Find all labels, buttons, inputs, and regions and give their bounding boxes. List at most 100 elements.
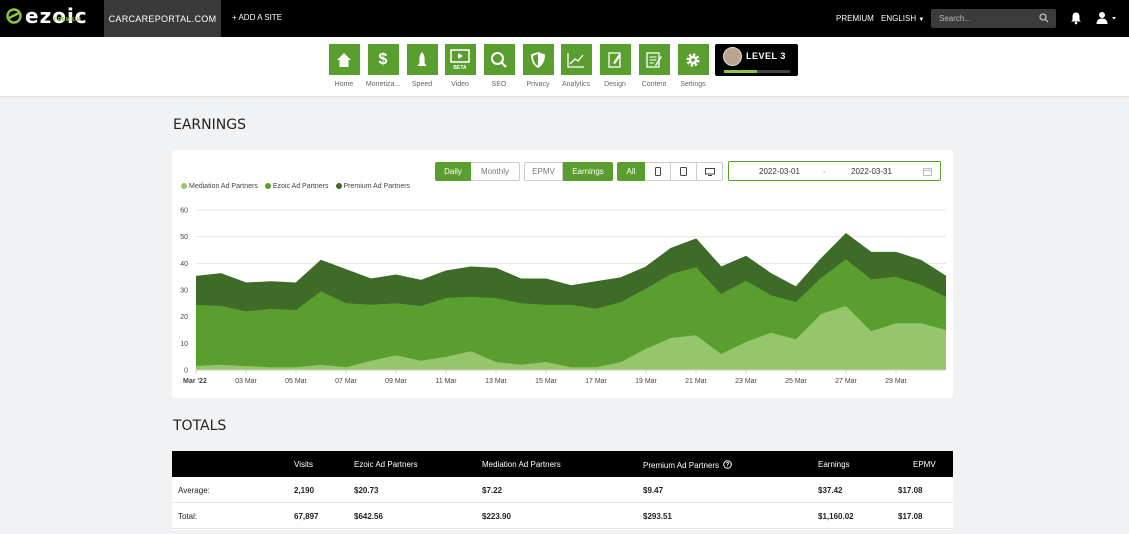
table-cell: $7.22 — [482, 486, 503, 495]
nav-speed[interactable]: Speed — [404, 44, 440, 88]
help-icon[interactable]: ? — [723, 460, 733, 469]
premium-link[interactable]: PREMIUM — [836, 14, 874, 23]
x-tick-label: 11 Mar — [435, 378, 457, 385]
rocket-icon — [406, 44, 438, 75]
device-desktop-toggle[interactable] — [697, 162, 723, 181]
avatar — [723, 47, 742, 66]
level-badge[interactable]: LEVEL 3 — [715, 44, 798, 76]
x-tick-label: 13 Mar — [485, 378, 507, 385]
area-series-mediation-ad-partners — [196, 306, 946, 370]
column-header: Premium Ad Partners ? — [643, 460, 733, 470]
nav-settings[interactable]: Settings — [675, 44, 711, 88]
nav-analytics[interactable]: Analytics — [558, 44, 594, 88]
y-tick-label: 30 — [180, 288, 188, 295]
gear-icon — [677, 44, 709, 75]
column-header-label: Premium Ad Partners — [643, 461, 720, 470]
table-cell: $37.42 — [818, 486, 843, 495]
nav-privacy[interactable]: Privacy — [520, 44, 556, 88]
legend-swatch — [335, 183, 342, 189]
chart-legend: Mediation Ad Partners Ezoic Ad Partners … — [181, 183, 410, 190]
nav-content[interactable]: Content — [636, 44, 672, 88]
table-cell: $642.56 — [354, 512, 383, 521]
table-cell: $17.08 — [898, 486, 923, 495]
nav-label: Settings — [680, 81, 706, 88]
mobile-icon — [654, 167, 661, 176]
site-selector[interactable]: CARCAREPORTAL.COM — [104, 0, 221, 37]
nav-video[interactable]: BETA Video — [442, 44, 478, 88]
device-all-toggle[interactable]: All — [617, 162, 645, 181]
epmv-toggle[interactable]: EPMV — [524, 162, 563, 181]
legend-item[interactable]: Mediation Ad Partners — [181, 183, 258, 190]
nav-label: Monetiza... — [365, 81, 401, 88]
search-input[interactable]: Search... — [939, 14, 972, 23]
monthly-toggle[interactable]: Monthly — [471, 162, 520, 181]
nav-label: Content — [641, 81, 667, 88]
nav-monetization[interactable]: $ Monetiza... — [365, 44, 401, 88]
daily-toggle[interactable]: Daily — [435, 162, 471, 181]
top-navbar: ezoic PREMIUM CARCAREPORTAL.COM + ADD A … — [0, 0, 1129, 37]
table-row: Average: 2,190 $20.73 $7.22 $9.47 $37.42… — [172, 477, 953, 503]
y-tick-label: 60 — [180, 208, 188, 215]
add-site-link[interactable]: + ADD A SITE — [232, 13, 283, 22]
device-tablet-toggle[interactable] — [671, 162, 697, 181]
date-from-input[interactable]: 2022-03-01 — [759, 167, 800, 176]
earnings-toggle[interactable]: Earnings — [563, 162, 613, 181]
nav-seo[interactable]: SEO — [481, 44, 517, 88]
logo-text: ezoic — [25, 4, 88, 28]
ezoic-logo-icon — [6, 8, 22, 24]
language-selector[interactable]: ENGLISH ▼ — [881, 14, 924, 23]
table-cell: 67,897 — [294, 512, 319, 521]
date-to-input[interactable]: 2022-03-31 — [851, 167, 892, 176]
y-tick-label: 0 — [184, 368, 188, 375]
area-series-ezoic-ad-partners — [196, 259, 946, 368]
y-tick-label: 50 — [180, 234, 188, 241]
date-range-picker[interactable]: 2022-03-01 - 2022-03-31 — [728, 161, 941, 181]
nav-label: Video — [451, 81, 469, 88]
x-tick-label: 29 Mar — [885, 378, 907, 385]
column-header: Visits — [294, 460, 313, 469]
legend-swatch — [264, 183, 271, 189]
table-cell: $9.47 — [643, 486, 664, 495]
legend-swatch — [181, 183, 187, 189]
ezoic-logo[interactable]: ezoic — [6, 6, 88, 26]
earnings-chart-card: Daily Monthly EPMV Earnings All 2022-03-… — [172, 150, 953, 398]
nav-design[interactable]: Design — [597, 44, 633, 88]
legend-item[interactable]: Ezoic Ad Partners — [264, 183, 329, 190]
table-cell: $1,160.02 — [818, 512, 854, 521]
row-label: Total: — [178, 512, 198, 521]
legend-label: Premium Ad Partners — [343, 183, 411, 190]
search-box[interactable]: Search... — [931, 9, 1056, 28]
table-cell: $223.90 — [482, 512, 511, 521]
nav-label: Speed — [411, 81, 433, 88]
column-header: Earnings — [818, 460, 850, 469]
device-mobile-toggle[interactable] — [645, 162, 671, 181]
level-label: LEVEL 3 — [746, 51, 786, 61]
nav-label: Design — [604, 81, 626, 88]
x-tick-label: 21 Mar — [685, 378, 707, 385]
legend-label: Ezoic Ad Partners — [272, 183, 329, 190]
x-tick-label: Mar '22 — [183, 378, 207, 385]
table-cell: $293.51 — [643, 512, 672, 521]
nav-home[interactable]: Home — [326, 44, 362, 88]
level-progress-bar — [724, 70, 790, 73]
x-tick-label: 07 Mar — [335, 378, 357, 385]
bell-icon[interactable] — [1069, 11, 1083, 25]
legend-item[interactable]: Premium Ad Partners — [335, 183, 411, 190]
column-header: EPMV — [913, 460, 936, 469]
design-icon — [599, 44, 631, 75]
x-tick-label: 27 Mar — [835, 378, 857, 385]
nav-label: SEO — [491, 81, 507, 88]
table-cell: $20.73 — [354, 486, 379, 495]
search-icon[interactable] — [1039, 13, 1049, 23]
chevron-down-icon: ▼ — [918, 17, 925, 23]
calendar-icon[interactable] — [923, 167, 932, 176]
magnifier-icon — [483, 44, 515, 75]
nav-label: Analytics — [561, 81, 590, 88]
x-tick-label: 19 Mar — [635, 378, 657, 385]
y-tick-label: 20 — [180, 314, 188, 321]
earnings-area-chart: 0 10 20 30 40 50 60 Mar '22 03 Mar 05 Mar 07 Mar 09… — [180, 208, 947, 385]
desktop-icon — [704, 167, 715, 176]
user-menu-icon[interactable] — [1096, 11, 1118, 25]
dollar-icon: $ — [367, 44, 399, 75]
totals-table: Visits Ezoic Ad Partners Mediation Ad Pa… — [172, 451, 953, 530]
